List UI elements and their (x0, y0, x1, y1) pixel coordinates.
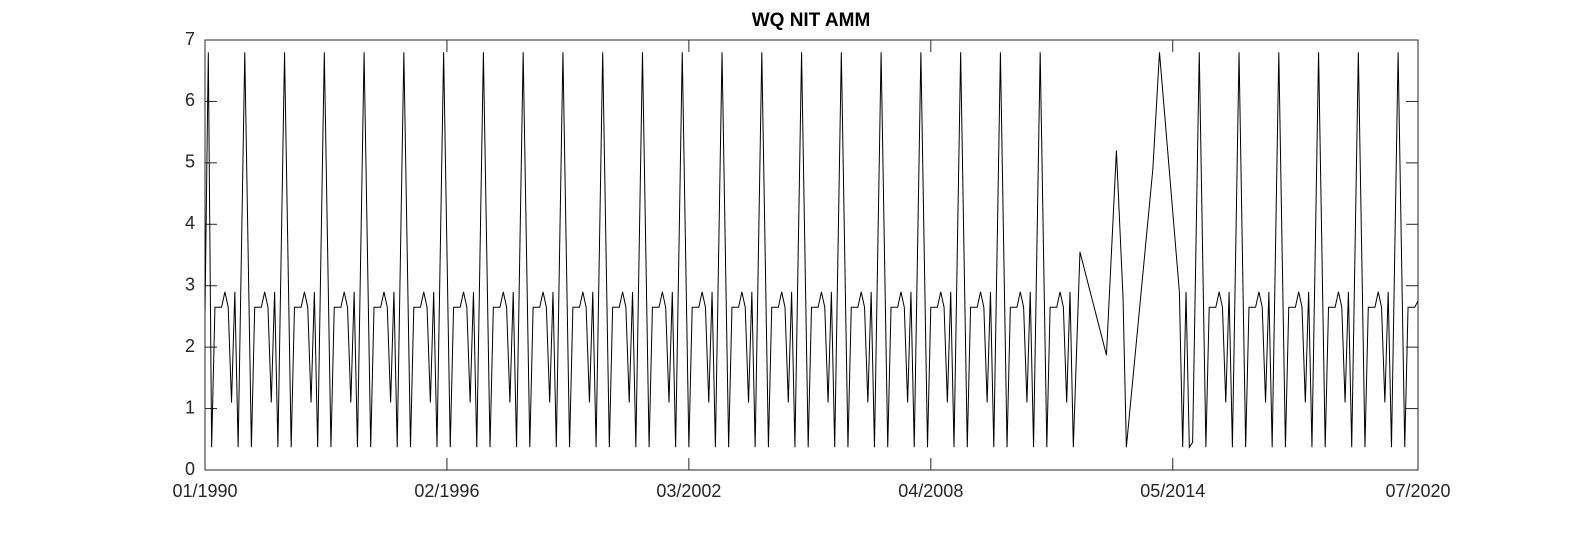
plot-area (204, 39, 1419, 471)
y-tick-label: 4 (185, 213, 195, 233)
y-tick-label: 1 (185, 397, 195, 417)
x-tick-label: 05/2014 (1140, 481, 1205, 501)
chart-title: WQ NIT AMM (752, 10, 871, 31)
x-tick-label: 07/2020 (1385, 481, 1450, 501)
y-tick-label: 5 (185, 152, 195, 172)
y-tick-label: 7 (185, 29, 195, 49)
y-tick-label: 3 (185, 274, 195, 294)
x-tick-label: 03/2002 (656, 481, 721, 501)
x-tick-label: 04/2008 (898, 481, 963, 501)
x-tick-label: 02/1996 (414, 481, 479, 501)
y-tick-label: 2 (185, 336, 195, 356)
x-tick-label: 01/1990 (172, 481, 237, 501)
y-tick-label: 0 (185, 459, 195, 479)
data-line (204, 52, 1419, 449)
y-tick-label: 6 (185, 90, 195, 110)
